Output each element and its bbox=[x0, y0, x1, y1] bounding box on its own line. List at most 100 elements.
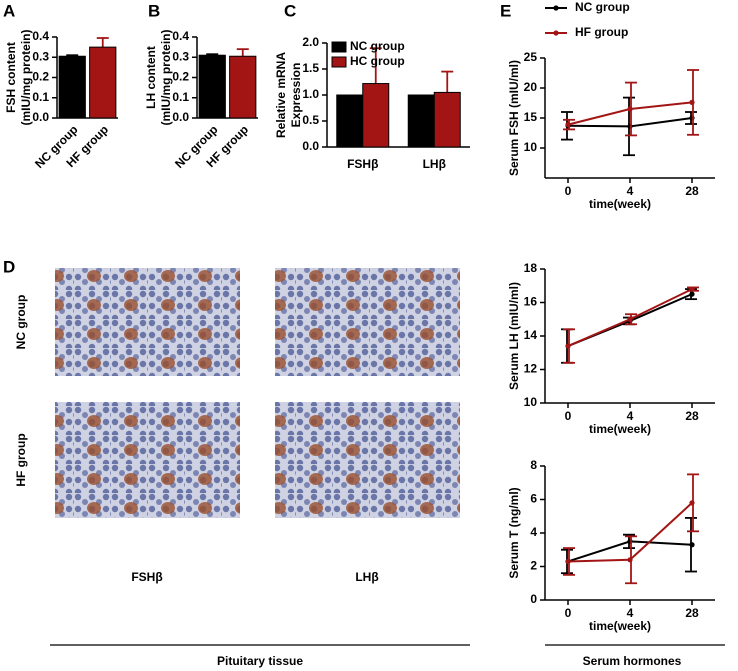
x-tick-label: 28 bbox=[685, 409, 699, 423]
y-tick-label: 0.2 bbox=[32, 70, 49, 84]
legend-swatch bbox=[553, 30, 559, 36]
y-tick-label: 0.0 bbox=[302, 139, 319, 153]
y-axis-label: Serum T (ng/ml) bbox=[507, 487, 521, 578]
panel-label: D bbox=[3, 257, 15, 276]
x-tick-label: 0 bbox=[565, 606, 572, 620]
bar bbox=[336, 94, 364, 148]
y-tick-label: 2.0 bbox=[302, 35, 319, 49]
y-tick-label: 8 bbox=[530, 458, 537, 472]
marker bbox=[565, 558, 571, 565]
marker bbox=[689, 99, 695, 105]
panel-label: A bbox=[3, 1, 15, 20]
y-axis-label: (mIU/mg protein) bbox=[19, 30, 33, 126]
marker bbox=[689, 542, 695, 548]
y-tick-label: 0.2 bbox=[172, 70, 189, 84]
bar bbox=[58, 55, 86, 119]
error-bar bbox=[236, 48, 249, 57]
y-tick-label: 1.0 bbox=[302, 87, 319, 101]
micrograph bbox=[55, 402, 240, 518]
legend-swatch bbox=[553, 5, 559, 11]
marker bbox=[689, 286, 695, 292]
x-tick-label: 4 bbox=[627, 606, 634, 620]
y-tick-label: 18 bbox=[524, 261, 538, 275]
legend-label: HC group bbox=[350, 54, 405, 68]
y-tick-label: 6 bbox=[530, 492, 537, 506]
bar bbox=[362, 83, 390, 148]
y-tick-label: 1.5 bbox=[302, 61, 319, 75]
y-tick-label: 20 bbox=[524, 80, 538, 94]
micrograph bbox=[275, 268, 460, 376]
error-bar bbox=[96, 37, 109, 48]
y-tick-label: 0.0 bbox=[32, 110, 49, 124]
y-tick-label: 0.0 bbox=[172, 110, 189, 124]
legend-swatch bbox=[331, 56, 347, 68]
row-label: NC group bbox=[14, 295, 28, 350]
y-tick-label: 0.4 bbox=[172, 29, 189, 43]
row-label: HF group bbox=[14, 433, 28, 486]
column-label: LHβ bbox=[355, 570, 378, 584]
bar bbox=[89, 46, 117, 119]
bar bbox=[433, 91, 461, 148]
marker bbox=[627, 557, 633, 563]
error-bar bbox=[369, 47, 382, 84]
bar bbox=[407, 94, 435, 148]
y-tick-label: 0 bbox=[530, 592, 537, 606]
marker bbox=[689, 291, 695, 297]
y-tick-label: 4 bbox=[530, 525, 537, 539]
y-tick-label: 0.5 bbox=[302, 113, 319, 127]
marker bbox=[565, 122, 571, 128]
x-axis-label: time(week) bbox=[589, 422, 651, 436]
y-tick-label: 25 bbox=[524, 50, 538, 64]
x-axis-label: time(week) bbox=[589, 619, 651, 633]
y-axis-label: Serum LH (mIU/ml) bbox=[507, 282, 521, 390]
y-axis-label: (mIU/mg protein) bbox=[159, 30, 173, 126]
panel-label: C bbox=[284, 1, 296, 20]
x-tick-label: 4 bbox=[627, 184, 634, 198]
error-bar bbox=[441, 70, 454, 93]
y-axis-label: Expression bbox=[289, 63, 303, 128]
y-tick-label: 14 bbox=[524, 328, 538, 342]
marker bbox=[627, 106, 633, 112]
x-axis-label: time(week) bbox=[589, 197, 651, 211]
legend-label: NC group bbox=[350, 39, 405, 53]
y-tick-label: 0.3 bbox=[172, 49, 189, 63]
y-tick-label: 10 bbox=[524, 140, 538, 154]
panel-label: E bbox=[500, 1, 511, 20]
y-tick-label: 2 bbox=[530, 559, 537, 573]
column-label: FSHβ bbox=[131, 570, 162, 584]
panel-label: B bbox=[148, 1, 160, 20]
x-tick-label: 4 bbox=[627, 409, 634, 423]
series-line bbox=[567, 502, 693, 563]
section-label: Serum hormones bbox=[583, 654, 682, 668]
y-axis-label: Relative mRNA bbox=[274, 52, 288, 138]
y-tick-label: 10 bbox=[524, 395, 538, 409]
marker bbox=[565, 343, 571, 349]
y-tick-label: 15 bbox=[524, 110, 538, 124]
y-tick-label: 12 bbox=[524, 362, 538, 376]
legend-label: HF group bbox=[575, 25, 628, 39]
x-tick-label: 0 bbox=[565, 409, 572, 423]
x-tick-label: FSHβ bbox=[347, 157, 378, 171]
marker bbox=[627, 316, 633, 322]
x-tick-label: LHβ bbox=[423, 157, 446, 171]
y-tick-label: 0.3 bbox=[32, 49, 49, 63]
legend-label: NC group bbox=[575, 0, 630, 14]
y-axis-label: LH content bbox=[144, 46, 158, 109]
x-tick-label: 28 bbox=[685, 184, 699, 198]
y-tick-label: 0.1 bbox=[32, 90, 49, 104]
x-tick-label: 28 bbox=[685, 606, 699, 620]
y-tick-label: 0.4 bbox=[32, 29, 49, 43]
y-axis-label: Serum FSH (mIU/ml) bbox=[507, 60, 521, 176]
legend-swatch bbox=[331, 41, 347, 53]
marker bbox=[689, 500, 695, 506]
micrograph bbox=[275, 402, 460, 518]
micrograph bbox=[55, 268, 240, 376]
y-tick-label: 16 bbox=[524, 295, 538, 309]
bar bbox=[198, 54, 226, 119]
x-tick-label: 0 bbox=[565, 184, 572, 198]
y-axis-label: FSH content bbox=[4, 42, 18, 113]
section-label: Pituitary tissue bbox=[217, 654, 303, 668]
y-tick-label: 0.1 bbox=[172, 90, 189, 104]
bar bbox=[229, 55, 257, 119]
